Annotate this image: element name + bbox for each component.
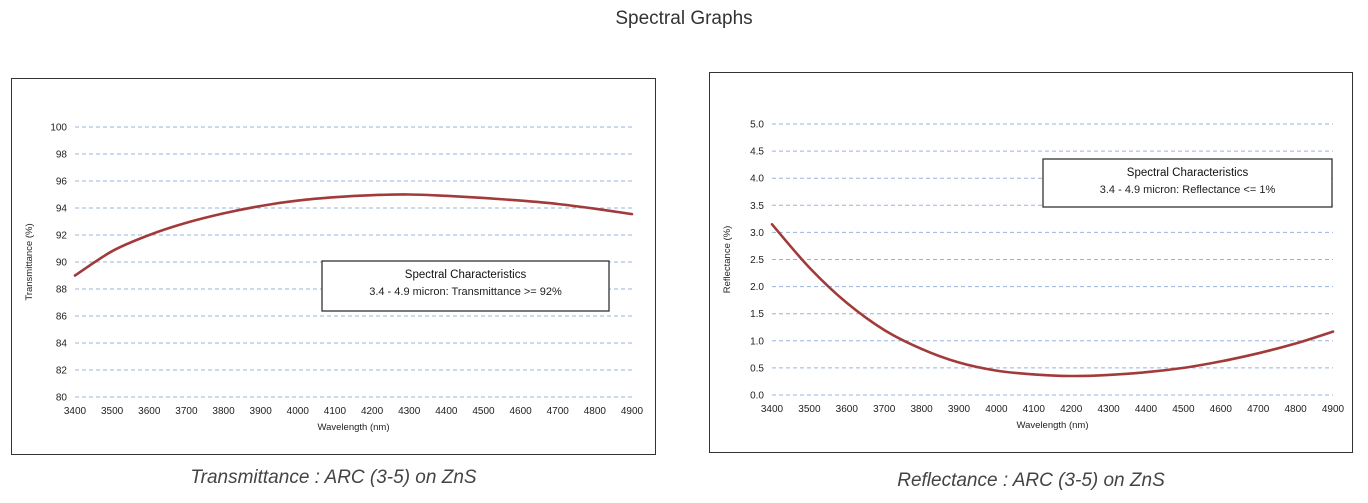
x-tick-label: 3600 bbox=[138, 406, 161, 417]
transmittance-chart-svg: 80 82 84 86 88 90 92 94 96 98 100 3400 3500 3600 3700 3… bbox=[24, 123, 644, 434]
reflectance-caption: Reflectance : ARC (3-5) on ZnS bbox=[897, 470, 1165, 491]
y-tick-label: 100 bbox=[50, 123, 67, 134]
x-tick-label: 4200 bbox=[361, 406, 384, 417]
x-tick-label: 3800 bbox=[910, 404, 933, 415]
x-tick-label: 4500 bbox=[1172, 404, 1195, 415]
transmittance-caption: Transmittance : ARC (3-5) on ZnS bbox=[190, 467, 477, 488]
y-tick-label: 98 bbox=[56, 150, 68, 161]
x-tick-label: 4400 bbox=[435, 406, 458, 417]
x-tick-label: 4900 bbox=[1322, 404, 1345, 415]
transmittance-chart: 80 82 84 86 88 90 92 94 96 98 100 3400 3500 3600 3700 3… bbox=[11, 78, 656, 455]
y-tick-label: 94 bbox=[56, 204, 68, 215]
x-tick-label: 4700 bbox=[1247, 404, 1270, 415]
x-axis-title: Wavelength (nm) bbox=[1017, 420, 1089, 431]
x-tick-label: 4100 bbox=[1023, 404, 1046, 415]
x-tick-label: 4300 bbox=[1097, 404, 1120, 415]
reflectance-chart-svg: 0.0 0.5 1.0 1.5 2.0 2.5 3.0 3.5 4.0 4.5 5.0 3400 350… bbox=[722, 120, 1345, 432]
x-tick-label: 4700 bbox=[547, 406, 570, 417]
x-tick-label: 4800 bbox=[584, 406, 607, 417]
series-line bbox=[73, 193, 634, 277]
y-tick-label: 2.0 bbox=[750, 282, 764, 293]
y-tick-label: 90 bbox=[56, 258, 68, 269]
y-tick-label: 96 bbox=[56, 177, 68, 188]
y-axis-title: Reflectance (%) bbox=[722, 226, 733, 294]
x-tick-label: 4300 bbox=[398, 406, 421, 417]
annotation-title: Spectral Characteristics bbox=[405, 269, 527, 281]
x-tick-label: 4600 bbox=[509, 406, 532, 417]
x-tick-label: 3700 bbox=[175, 406, 198, 417]
x-tick-label: 4500 bbox=[472, 406, 495, 417]
y-axis-title: Transmittance (%) bbox=[24, 223, 35, 300]
x-tick-label: 4900 bbox=[621, 406, 644, 417]
annotation-title: Spectral Characteristics bbox=[1127, 167, 1249, 179]
x-tick-label: 4000 bbox=[287, 406, 310, 417]
x-tick-label: 4100 bbox=[324, 406, 347, 417]
x-tick-label: 3800 bbox=[212, 406, 235, 417]
x-tick-label: 3900 bbox=[250, 406, 273, 417]
y-tick-label: 1.0 bbox=[750, 336, 764, 347]
y-tick-label: 5.0 bbox=[750, 120, 764, 131]
y-tick-label: 84 bbox=[56, 339, 68, 350]
x-tick-label: 3400 bbox=[761, 404, 784, 415]
x-tick-label: 3400 bbox=[64, 406, 87, 417]
x-tick-label: 3500 bbox=[101, 406, 124, 417]
y-tick-label: 86 bbox=[56, 312, 68, 323]
x-tick-label: 3500 bbox=[798, 404, 821, 415]
x-tick-label: 3600 bbox=[836, 404, 859, 415]
x-tick-label: 4800 bbox=[1284, 404, 1307, 415]
series-line bbox=[770, 223, 1335, 378]
y-tick-label: 88 bbox=[56, 285, 68, 296]
y-tick-label: 4.0 bbox=[750, 174, 764, 185]
annotation-text: 3.4 - 4.9 micron: Transmittance >= 92% bbox=[369, 286, 562, 298]
y-tick-label: 2.5 bbox=[750, 255, 764, 266]
x-tick-label: 3700 bbox=[873, 404, 896, 415]
y-tick-label: 4.5 bbox=[750, 147, 764, 158]
reflectance-chart: 0.0 0.5 1.0 1.5 2.0 2.5 3.0 3.5 4.0 4.5 5.0 3400 350… bbox=[709, 72, 1353, 453]
x-axis-title: Wavelength (nm) bbox=[318, 422, 390, 433]
x-tick-label: 4400 bbox=[1135, 404, 1158, 415]
annotation-box bbox=[1042, 158, 1333, 208]
y-tick-label: 0.5 bbox=[750, 363, 764, 374]
x-tick-label: 4600 bbox=[1210, 404, 1233, 415]
y-tick-label: 0.0 bbox=[750, 391, 764, 402]
y-tick-label: 3.5 bbox=[750, 201, 764, 212]
y-tick-label: 80 bbox=[56, 393, 68, 404]
y-tick-label: 1.5 bbox=[750, 309, 764, 320]
annotation-box bbox=[321, 260, 610, 312]
x-tick-label: 3900 bbox=[948, 404, 971, 415]
y-tick-label: 82 bbox=[56, 366, 68, 377]
x-tick-label: 4000 bbox=[985, 404, 1008, 415]
y-tick-label: 3.0 bbox=[750, 228, 764, 239]
annotation-text: 3.4 - 4.9 micron: Reflectance <= 1% bbox=[1100, 184, 1276, 196]
y-tick-label: 92 bbox=[56, 231, 68, 242]
page-title: Spectral Graphs bbox=[615, 8, 753, 29]
x-tick-label: 4200 bbox=[1060, 404, 1083, 415]
